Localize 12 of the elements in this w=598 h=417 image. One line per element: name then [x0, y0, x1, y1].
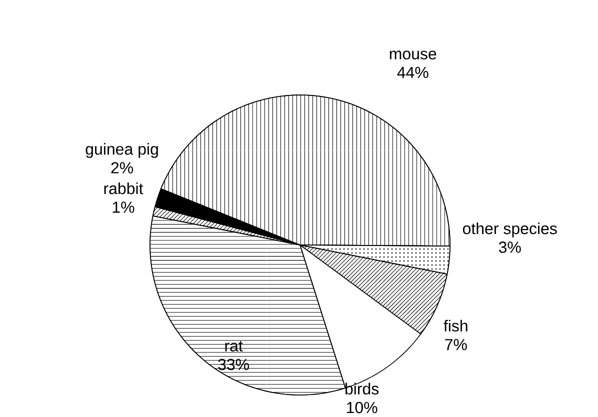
slice-label: rabbit — [104, 182, 144, 194]
slice-label: mouse — [390, 50, 436, 60]
data-label: 10% — [347, 402, 378, 414]
slice-label: other species — [462, 222, 557, 238]
data-label: 2% — [111, 162, 134, 174]
data-label: 3% — [498, 242, 521, 253]
legend-label: fish — [444, 320, 468, 332]
data-label: 44% — [397, 66, 428, 78]
data-label: 7% — [445, 338, 467, 350]
slice-label: guinea pig — [86, 143, 158, 158]
data-label: 1% — [112, 202, 134, 213]
slice-label: birds — [346, 382, 379, 395]
